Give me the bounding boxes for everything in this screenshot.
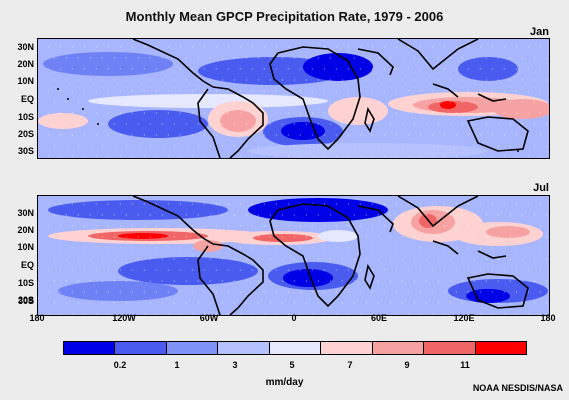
lon-tick-60e: 60E bbox=[370, 313, 387, 323]
panel-label-jul: Jul bbox=[533, 182, 549, 194]
legend-swatch-8 bbox=[475, 342, 526, 354]
lat-tick-jul-30n: 30N bbox=[17, 208, 34, 218]
lon-tick-120w: 120W bbox=[112, 313, 136, 323]
lat-tick-jul-20s: 20S bbox=[17, 295, 34, 305]
legend-swatch-5 bbox=[321, 342, 373, 354]
legend-units: mm/day bbox=[265, 377, 304, 388]
legend-level-1: 1 bbox=[174, 360, 180, 370]
lon-tick-180e: 180 bbox=[540, 313, 556, 323]
legend-swatch-7 bbox=[424, 342, 476, 354]
map-title: Monthly Mean GPCP Precipitation Rate, 19… bbox=[125, 9, 444, 24]
legend-level-0-2: 0.2 bbox=[113, 360, 127, 370]
legend-swatch-4 bbox=[269, 342, 322, 354]
lat-tick-jul-30s: 30S bbox=[17, 296, 34, 306]
lat-tick-jan-eq: EQ bbox=[20, 94, 34, 104]
legend-swatch-1 bbox=[115, 342, 167, 354]
legend-level-9: 9 bbox=[404, 360, 410, 370]
legend-swatch-3 bbox=[218, 342, 270, 354]
lon-tick-0: 0 bbox=[291, 313, 297, 323]
legend-swatch-0 bbox=[64, 342, 116, 354]
lat-tick-jan-30n: 30N bbox=[17, 42, 34, 52]
legend-level-11: 11 bbox=[460, 360, 470, 370]
map-panel-jul bbox=[37, 195, 550, 316]
legend-swatch-6 bbox=[372, 342, 425, 354]
lat-tick-jul-10s: 10S bbox=[17, 278, 34, 288]
lat-tick-jan-30s: 30S bbox=[17, 146, 34, 156]
panel-label-jan: Jan bbox=[530, 26, 549, 38]
lat-tick-jul-10n: 10N bbox=[17, 242, 34, 252]
lat-tick-jan-10s: 10S bbox=[17, 112, 34, 122]
lon-tick-120e: 120E bbox=[453, 313, 475, 323]
map-panel-jan bbox=[37, 38, 550, 159]
lat-tick-jan-20s: 20S bbox=[17, 129, 34, 139]
legend-level-3: 3 bbox=[232, 360, 238, 370]
lon-tick-60w: 60W bbox=[199, 313, 219, 323]
lat-tick-jan-20n: 20N bbox=[17, 59, 34, 69]
credit-text: NOAA NESDIS/NASA bbox=[472, 383, 563, 393]
legend-level-5: 5 bbox=[289, 360, 295, 370]
precip-field-jul bbox=[38, 196, 549, 315]
lat-tick-jul-20n: 20N bbox=[17, 225, 34, 235]
color-legend bbox=[63, 341, 527, 355]
lat-tick-jan-10n: 10N bbox=[17, 76, 34, 86]
lat-tick-jul-eq: EQ bbox=[20, 260, 34, 270]
legend-swatch-2 bbox=[166, 342, 219, 354]
precip-field-jan bbox=[38, 39, 549, 158]
lon-tick-180w: 180 bbox=[29, 313, 45, 323]
legend-level-7: 7 bbox=[347, 360, 353, 370]
